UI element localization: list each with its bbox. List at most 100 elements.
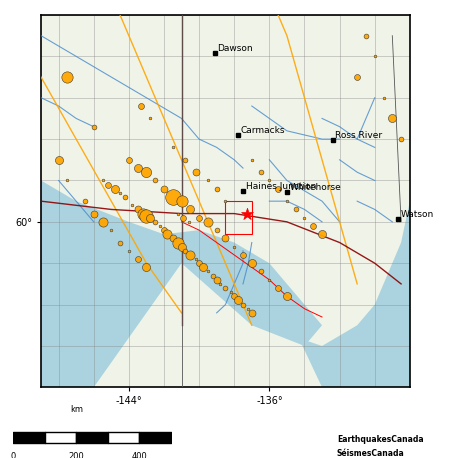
Point [195, 214, 202, 221]
Point [122, 193, 129, 201]
Point [204, 268, 211, 275]
Point [111, 185, 119, 192]
Bar [225, 201, 252, 234]
Point [204, 218, 211, 225]
Point [164, 230, 171, 238]
Point [116, 239, 123, 246]
Text: Watson: Watson [400, 210, 433, 219]
Point [178, 197, 185, 205]
Point [213, 185, 220, 192]
Point [266, 276, 273, 284]
Point [371, 53, 379, 60]
Point [143, 212, 150, 219]
Point [143, 264, 150, 271]
Point [266, 177, 273, 184]
Point [257, 268, 264, 275]
Point [90, 123, 97, 131]
Text: 200: 200 [68, 452, 84, 458]
Point [64, 177, 71, 184]
Polygon shape [260, 201, 410, 387]
Point [353, 73, 361, 81]
Point [174, 210, 181, 217]
Point [125, 247, 132, 255]
Point [227, 289, 234, 296]
Text: Ross River: Ross River [335, 131, 383, 140]
Point [157, 222, 164, 229]
Point [108, 226, 115, 234]
Point [169, 193, 176, 201]
Point [81, 197, 88, 205]
Point [192, 256, 199, 263]
Point [222, 197, 229, 205]
Point [210, 272, 217, 279]
Point [90, 210, 97, 217]
Text: EarthquakesCanada: EarthquakesCanada [337, 435, 423, 444]
Point [137, 102, 145, 109]
Point [257, 169, 264, 176]
Point [362, 32, 370, 39]
Point [104, 181, 111, 188]
Point [134, 206, 141, 213]
Point [174, 239, 181, 246]
Point [152, 218, 159, 225]
Point [292, 206, 299, 213]
Point [222, 235, 229, 242]
Point [139, 210, 146, 217]
Point [181, 247, 189, 255]
Point [243, 210, 250, 217]
Point [389, 115, 396, 122]
Point [283, 293, 291, 300]
Point [318, 230, 326, 238]
Point [181, 156, 189, 164]
Polygon shape [41, 160, 322, 387]
Point [216, 280, 224, 288]
Point [134, 164, 141, 172]
Polygon shape [41, 15, 410, 387]
Point [204, 177, 211, 184]
Point [213, 276, 220, 284]
Point [213, 226, 220, 234]
Point [239, 301, 247, 308]
Point [55, 156, 62, 164]
Point [185, 218, 192, 225]
Point [146, 115, 154, 122]
Point [129, 202, 136, 209]
Point [187, 251, 194, 259]
Point [397, 136, 405, 143]
Point [231, 243, 238, 251]
Text: Carmacks: Carmacks [240, 126, 285, 135]
Point [134, 256, 141, 263]
Point [99, 177, 106, 184]
Point [143, 169, 150, 176]
Point [380, 94, 387, 101]
Point [99, 218, 106, 225]
Point [234, 297, 241, 304]
Point [180, 214, 187, 221]
Point [169, 235, 176, 242]
Point [195, 260, 202, 267]
Point [169, 144, 176, 151]
Point [199, 264, 206, 271]
Point [125, 156, 132, 164]
Point [239, 251, 247, 259]
Point [160, 185, 167, 192]
Point [274, 284, 282, 292]
Point [274, 185, 282, 192]
Point [146, 214, 154, 221]
Point [310, 222, 317, 229]
Text: Dawson: Dawson [218, 44, 253, 54]
Point [64, 73, 71, 81]
Point [248, 309, 255, 316]
Text: 0: 0 [11, 452, 16, 458]
Point [301, 214, 308, 221]
Text: Whitehorse: Whitehorse [290, 183, 341, 192]
Point [160, 226, 167, 234]
Text: 400: 400 [131, 452, 147, 458]
Point [222, 284, 229, 292]
Point [248, 260, 255, 267]
Text: Haines Junction: Haines Junction [246, 182, 316, 191]
Point [152, 177, 159, 184]
Point [248, 156, 255, 164]
Point [283, 197, 291, 205]
Point [178, 243, 185, 251]
